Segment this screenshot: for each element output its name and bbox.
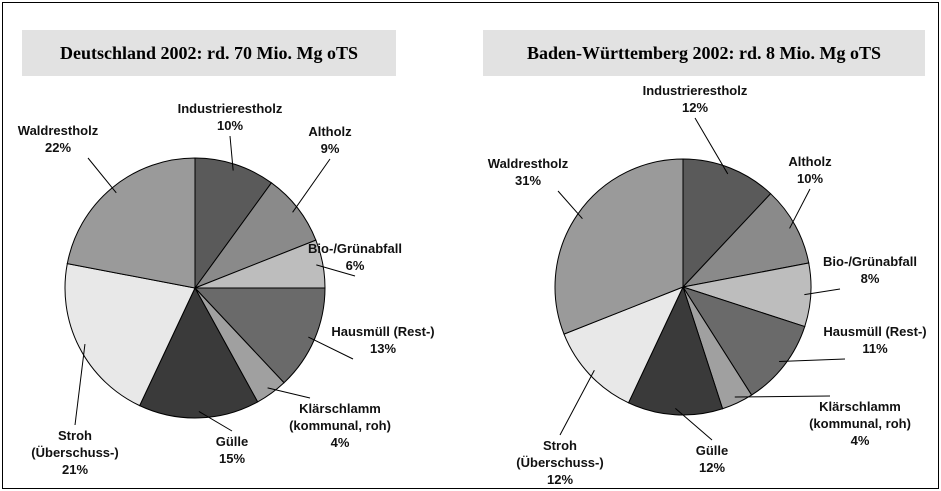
leader-line [198,411,233,432]
category-label: Gülle [215,434,249,449]
pie-slice [627,285,724,416]
leader-line [675,407,713,441]
category-label: Altholz [788,154,832,169]
value-label: 10% [796,171,824,186]
value-label: 10% [216,118,244,133]
pie-slice [554,158,684,335]
category-label: Bio-/Grünabfall [308,241,402,256]
slice-label: Bio-/Grünabfall 6% [290,240,420,274]
pie-slice [681,286,806,396]
value-label: 12% [681,100,709,115]
leader-line [267,387,311,399]
leader-line [557,190,583,219]
value-label: 22% [44,140,72,155]
slice-label: Stroh (Überschuss-) 12% [495,437,625,488]
category-label: Stroh (Überschuss-) [516,438,604,470]
slice-label: Waldrestholz 22% [0,122,123,156]
slice-label: Waldrestholz 31% [463,155,593,189]
category-label: Altholz [308,124,352,139]
category-label: Gülle [695,443,729,458]
leader-line [804,288,841,296]
value-label: 9% [320,141,340,156]
value-label: 13% [369,341,397,356]
slice-label: Klärschlamm (kommunal, roh) 4% [795,398,925,449]
value-label: 15% [218,451,246,466]
category-label: Hausmüll (Rest-) [331,324,435,339]
leader-line [789,188,811,229]
slice-label: Altholz 10% [745,153,875,187]
pie-slice [682,158,772,289]
pie-slice [563,286,684,404]
value-label: 8% [860,271,880,286]
category-label: Industrierestholz [177,101,283,116]
slice-label: Stroh (Überschuss-) 21% [10,427,140,478]
value-label: 12% [546,472,574,487]
pie-slice [64,263,196,407]
category-label: Bio-/Grünabfall [823,254,917,269]
value-label: 21% [61,462,89,477]
leader-line [316,264,356,277]
category-label: Klärschlamm (kommunal, roh) [809,399,911,431]
leader-line [229,135,234,171]
chart-title: Deutschland 2002: rd. 70 Mio. Mg oTS [22,30,396,76]
value-label: 12% [698,460,726,475]
pie-slice [681,192,810,288]
leader-line [734,395,831,398]
leader-line [74,344,86,426]
pie-slice [194,157,273,290]
value-label: 4% [330,435,350,450]
leader-line [292,158,331,213]
slice-label: Altholz 9% [265,123,395,157]
category-label: Stroh (Überschuss-) [31,428,119,460]
leader-line [308,336,354,360]
value-label: 31% [514,173,542,188]
leader-line [87,157,117,194]
leader-line [694,117,729,175]
category-label: Klärschlamm (kommunal, roh) [289,401,391,433]
slice-label: Gülle 15% [167,433,297,467]
slice-label: Bio-/Grünabfall 8% [805,253,935,287]
slice-label: Hausmüll (Rest-) 11% [810,323,940,357]
slice-label: Industrierestholz 12% [630,82,760,116]
slice-label: Industrierestholz 10% [165,100,295,134]
slice-label: Klärschlamm (kommunal, roh) 4% [275,400,405,451]
value-label: 4% [850,433,870,448]
leader-line [779,358,846,363]
category-label: Industrierestholz [642,83,748,98]
value-label: 11% [862,341,888,356]
slice-label: Hausmüll (Rest-) 13% [318,323,448,357]
value-label: 6% [345,258,365,273]
category-label: Hausmüll (Rest-) [823,324,927,339]
leader-line [559,370,595,436]
category-label: Waldrestholz [487,156,569,171]
chart-title: Baden-Württemberg 2002: rd. 8 Mio. Mg oT… [483,30,925,76]
slice-label: Gülle 12% [647,442,777,476]
category-label: Waldrestholz [17,123,99,138]
pie-slice [138,286,259,419]
